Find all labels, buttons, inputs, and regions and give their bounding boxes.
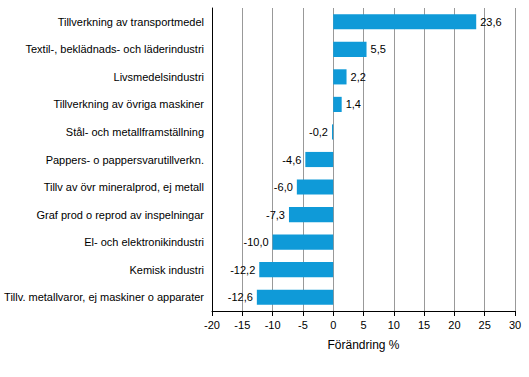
svg-text:-0,2: -0,2 <box>309 126 328 138</box>
svg-text:-10,0: -10,0 <box>244 236 269 248</box>
svg-text:El- och elektronikindustri: El- och elektronikindustri <box>84 236 204 248</box>
svg-text:Graf prod o reprod av inspelni: Graf prod o reprod av inspelningar <box>36 209 204 221</box>
svg-text:5,5: 5,5 <box>371 43 386 55</box>
svg-text:Förändring %: Förändring % <box>327 338 399 352</box>
svg-text:-20: -20 <box>204 319 220 331</box>
svg-text:-10: -10 <box>265 319 281 331</box>
svg-text:10: 10 <box>388 319 400 331</box>
svg-text:Stål- och metallframställning: Stål- och metallframställning <box>66 126 204 138</box>
svg-text:-5: -5 <box>298 319 308 331</box>
svg-text:15: 15 <box>418 319 430 331</box>
svg-text:2,2: 2,2 <box>351 71 366 83</box>
svg-text:Tillv. metallvaror, ej maskine: Tillv. metallvaror, ej maskiner o appara… <box>4 291 204 303</box>
svg-text:Tillv av övr mineralprod, ej m: Tillv av övr mineralprod, ej metall <box>44 181 204 193</box>
svg-text:Livsmedelsindustri: Livsmedelsindustri <box>114 71 204 83</box>
svg-text:Pappers- o pappersvarutillverk: Pappers- o pappersvarutillverkn. <box>46 154 204 166</box>
svg-text:25: 25 <box>479 319 491 331</box>
svg-text:20: 20 <box>448 319 460 331</box>
svg-text:30: 30 <box>509 319 521 331</box>
svg-text:1,4: 1,4 <box>346 98 361 110</box>
svg-text:Textil-, beklädnads- och läder: Textil-, beklädnads- och läderindustri <box>25 43 204 55</box>
svg-text:-12,6: -12,6 <box>228 291 253 303</box>
svg-text:-15: -15 <box>234 319 250 331</box>
svg-text:Kemisk industri: Kemisk industri <box>129 264 204 276</box>
svg-text:Tillverkning av transportmedel: Tillverkning av transportmedel <box>58 16 204 28</box>
svg-text:-6,0: -6,0 <box>274 181 293 193</box>
svg-text:-12,2: -12,2 <box>230 264 255 276</box>
svg-text:Tillverkning av övriga maskine: Tillverkning av övriga maskiner <box>53 98 204 110</box>
svg-text:23,6: 23,6 <box>480 16 501 28</box>
svg-text:-4,6: -4,6 <box>282 154 301 166</box>
svg-text:-7,3: -7,3 <box>266 209 285 221</box>
svg-text:0: 0 <box>330 319 336 331</box>
svg-text:5: 5 <box>360 319 366 331</box>
